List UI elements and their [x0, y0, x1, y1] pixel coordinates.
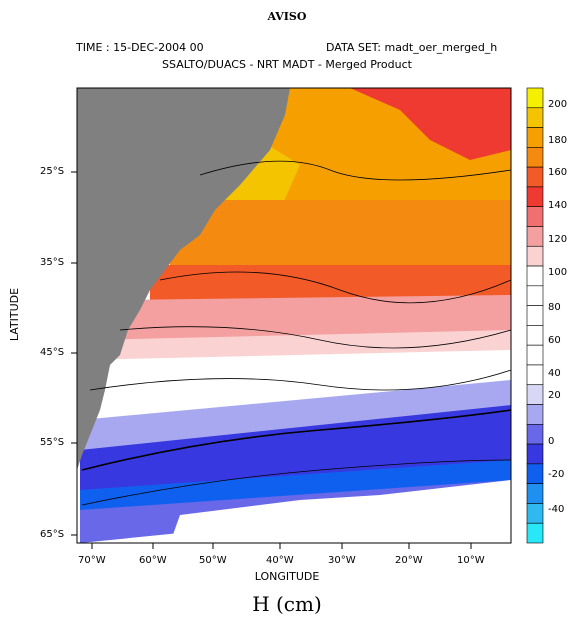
y-tick-label: 25°S — [40, 166, 65, 177]
contour-line — [119, 326, 511, 349]
colorbar-segment — [526, 265, 544, 287]
no-data-region — [170, 480, 511, 543]
colorbar-segment — [526, 424, 544, 445]
colorbar-segment — [526, 226, 544, 247]
contour-line — [81, 409, 511, 471]
colorbar-label: -40 — [548, 504, 565, 515]
x-tick-marks — [91, 543, 472, 549]
colorbar-segment — [526, 325, 544, 346]
colorbar-segment — [526, 206, 544, 227]
colorbar-label: 80 — [548, 302, 561, 313]
band-red-north — [350, 88, 511, 160]
colorbar-segment — [526, 344, 544, 366]
colorbar-segment — [526, 285, 544, 306]
colorbar-label: 20 — [548, 390, 561, 401]
contour-line — [159, 271, 511, 304]
x-tick-label: 40°W — [266, 555, 294, 566]
x-tick-label: 60°W — [139, 555, 167, 566]
colorbar-segment — [526, 107, 544, 128]
colorbar-label: 180 — [548, 135, 568, 146]
y-tick-label: 55°S — [40, 437, 65, 448]
colorbar-segment — [526, 404, 544, 425]
colorbar-label: 0 — [548, 436, 555, 447]
x-tick-label: 70°W — [78, 555, 106, 566]
colorbar-segment — [526, 305, 544, 326]
colorbar-label: 60 — [548, 335, 561, 346]
colorbar-segment — [526, 443, 544, 465]
x-tick-label: 50°W — [199, 555, 227, 566]
colorbar-segment — [526, 245, 544, 267]
map-field — [77, 88, 511, 543]
dataset-label: DATA SET: madt_oer_merged_h — [326, 41, 498, 54]
colorbar-label: 120 — [548, 234, 568, 245]
colorbar-segment — [526, 384, 544, 405]
time-label: TIME : 15-DEC-2004 00 — [76, 41, 204, 54]
contour-line — [199, 160, 511, 181]
y-tick-label: 35°S — [40, 257, 65, 268]
colorbar-label: 140 — [548, 200, 568, 211]
plot-frame — [76, 87, 512, 544]
colorbar-segment — [526, 463, 544, 484]
colorbar-label: 40 — [548, 368, 561, 379]
y-tick-marks — [71, 171, 77, 536]
x-tick-label: 20°W — [395, 555, 423, 566]
x-axis-label: LONGITUDE — [254, 570, 320, 583]
x-tick-label: 10°W — [457, 555, 485, 566]
colorbar-label: -20 — [548, 469, 565, 480]
chart-title: AVISO — [267, 10, 307, 23]
contour-line — [89, 369, 511, 391]
colorbar-segment — [526, 522, 544, 544]
colorbar-segment — [526, 87, 544, 109]
colorbar-segment — [526, 186, 544, 207]
colorbar-segment — [526, 364, 544, 386]
y-axis-label: LATITUDE — [8, 287, 22, 342]
y-tick-label: 65°S — [40, 529, 65, 540]
units-label: H (cm) — [252, 592, 322, 616]
colorbar-label: 160 — [548, 167, 568, 178]
colorbar-segment — [526, 503, 544, 524]
colorbar-label: 200 — [548, 99, 568, 110]
colorbar — [526, 87, 544, 544]
colorbar-segment — [526, 166, 544, 188]
y-tick-label: 45°S — [40, 347, 65, 358]
colorbar-segment — [526, 127, 544, 148]
south-america-landmass — [77, 88, 290, 470]
subtitle: SSALTO/DUACS - NRT MADT - Merged Product — [162, 58, 412, 71]
colorbar-segment — [526, 147, 544, 168]
band-orange-mid — [170, 200, 511, 270]
contour-line — [81, 459, 511, 506]
x-tick-label: 30°W — [328, 555, 356, 566]
colorbar-label: 100 — [548, 267, 568, 278]
colorbar-segment — [526, 483, 544, 504]
